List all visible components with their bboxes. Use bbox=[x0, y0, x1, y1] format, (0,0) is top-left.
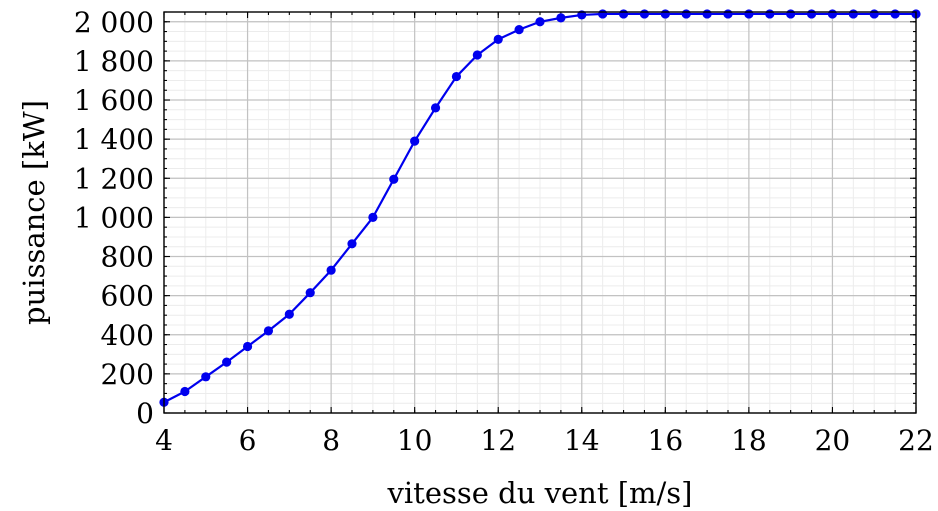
y-tick-label: 400 bbox=[101, 319, 154, 352]
x-tick-label: 10 bbox=[397, 424, 433, 457]
data-point bbox=[786, 9, 796, 19]
data-point bbox=[723, 9, 733, 19]
data-point bbox=[806, 9, 817, 19]
x-tick-labels: 4 6 8 10 12 14 16 18 20 22 bbox=[155, 424, 934, 457]
data-point bbox=[514, 25, 524, 35]
x-tick-label: 8 bbox=[322, 424, 340, 457]
data-point bbox=[827, 9, 838, 19]
data-point bbox=[410, 136, 420, 146]
data-point bbox=[765, 9, 775, 19]
data-point bbox=[535, 17, 545, 27]
data-point bbox=[639, 9, 650, 19]
data-point bbox=[493, 34, 503, 44]
y-tick-label: 200 bbox=[101, 358, 154, 391]
data-point bbox=[326, 265, 336, 275]
x-tick-label: 6 bbox=[239, 424, 257, 457]
data-point bbox=[744, 9, 754, 19]
data-point bbox=[472, 50, 482, 60]
y-tick-labels: 0 200 400 600 800 1 000 1 200 1 400 1 600 1 800 2 … bbox=[74, 6, 154, 430]
data-point bbox=[869, 9, 879, 19]
data-point bbox=[263, 326, 274, 336]
y-tick-label: 800 bbox=[101, 241, 154, 274]
x-tick-label: 12 bbox=[480, 424, 516, 457]
x-tick-label: 20 bbox=[815, 424, 851, 457]
data-point bbox=[242, 341, 253, 352]
x-tick-label: 4 bbox=[155, 424, 173, 457]
minor-grid bbox=[163, 11, 917, 414]
y-tick-label: 1 400 bbox=[74, 123, 154, 156]
data-point bbox=[702, 9, 712, 19]
data-point bbox=[222, 357, 232, 367]
data-point bbox=[598, 9, 608, 19]
x-tick-label: 22 bbox=[898, 424, 934, 457]
x-tick-label: 14 bbox=[564, 424, 600, 457]
y-tick-label: 600 bbox=[101, 280, 154, 313]
data-point bbox=[451, 71, 462, 82]
y-tick-label: 2 000 bbox=[74, 6, 154, 39]
x-axis-label: vitesse du vent [m/s] bbox=[387, 476, 693, 510]
y-tick-label: 1 800 bbox=[74, 45, 154, 78]
y-tick-label: 1 600 bbox=[74, 84, 154, 117]
data-point bbox=[368, 212, 378, 222]
plot-frame bbox=[163, 11, 917, 414]
data-point bbox=[556, 13, 566, 23]
x-tick-label: 18 bbox=[731, 424, 767, 457]
data-point bbox=[305, 288, 315, 298]
data-point bbox=[347, 239, 357, 249]
data-point bbox=[681, 9, 691, 19]
y-tick-label: 0 bbox=[136, 397, 154, 430]
major-grid bbox=[163, 12, 917, 414]
data-point bbox=[389, 174, 399, 184]
y-tick-label: 1 000 bbox=[74, 201, 154, 234]
data-point bbox=[890, 9, 900, 19]
x-tick-label: 16 bbox=[648, 424, 684, 457]
data-point bbox=[618, 9, 629, 19]
data-point bbox=[201, 372, 211, 382]
y-axis-label: puissance [kW] bbox=[17, 100, 51, 325]
series-layer bbox=[159, 9, 921, 407]
data-point bbox=[660, 9, 670, 19]
data-point bbox=[284, 309, 294, 319]
data-point bbox=[430, 103, 441, 113]
y-tick-label: 1 200 bbox=[74, 162, 154, 195]
data-point bbox=[848, 9, 858, 19]
data-point bbox=[180, 386, 190, 397]
